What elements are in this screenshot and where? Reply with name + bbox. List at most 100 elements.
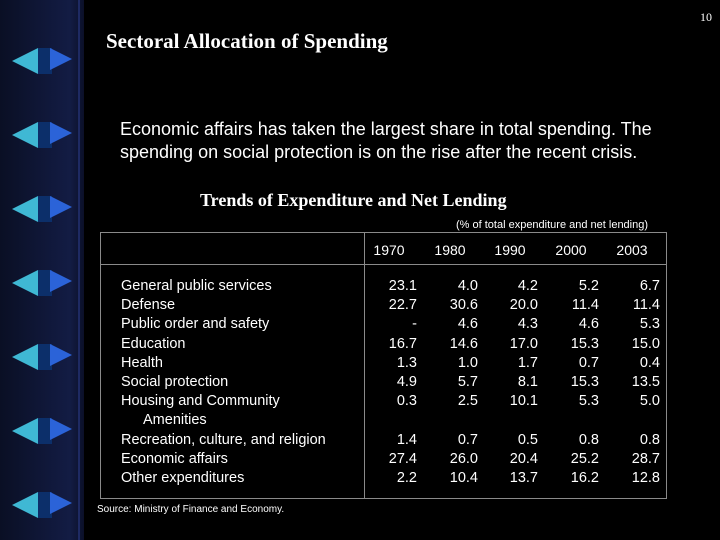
right-arrow-icon — [50, 48, 72, 70]
table-cell: 5.3 — [639, 316, 660, 333]
row-label: Social protection — [121, 374, 229, 391]
table-cell: 15.0 — [631, 335, 660, 352]
table-cell: 8.1 — [517, 373, 538, 390]
row-label: Public order and safety — [121, 316, 270, 333]
left-arrow-icon — [12, 492, 38, 518]
table-cell: 5.3 — [578, 393, 599, 410]
year-header: 1980 — [434, 242, 466, 258]
slide-title: Sectoral Allocation of Spending — [106, 29, 388, 53]
arrow-fill — [38, 418, 52, 444]
row-label: Housing and Community — [121, 393, 280, 410]
arrow-pair-icon — [10, 118, 80, 148]
table-cell: 4.0 — [457, 278, 478, 294]
table-cell: 6.7 — [639, 278, 660, 294]
table-cell: 27.4 — [388, 450, 417, 467]
arrow-pair-icon — [10, 414, 80, 444]
table-cell: 0.3 — [396, 393, 417, 410]
left-arrow-icon — [12, 196, 38, 222]
table-cell: 12.8 — [631, 469, 660, 486]
table-cell: 0.8 — [578, 431, 599, 448]
table-cell: 4.6 — [578, 316, 599, 333]
table-cell: 5.2 — [578, 278, 599, 294]
table-cell: 13.5 — [631, 373, 660, 390]
arrow-fill — [38, 48, 52, 74]
arrow-pair-icon — [10, 340, 80, 370]
table-cell: 1.3 — [396, 354, 417, 371]
row-labels: General public services Defense Public o… — [121, 277, 326, 488]
row-spacer — [616, 411, 660, 430]
table-cell: 1.0 — [457, 354, 478, 371]
right-arrow-icon — [50, 418, 72, 440]
left-arrow-icon — [12, 344, 38, 370]
row-label: Recreation, culture, and religion — [121, 431, 326, 448]
table-cell: 11.4 — [632, 297, 660, 314]
unit-note: (% of total expenditure and net lending) — [456, 219, 649, 231]
year-header: 1970 — [373, 242, 405, 258]
year-header: 2003 — [616, 242, 648, 258]
arrow-fill — [38, 196, 52, 222]
row-label: Health — [121, 354, 163, 371]
left-arrow-icon — [12, 418, 38, 444]
table-cell: 16.7 — [388, 335, 417, 352]
arrow-pair-icon — [10, 192, 80, 222]
table-cell: 0.8 — [639, 431, 660, 448]
row-spacer — [434, 411, 478, 430]
row-spacer — [373, 411, 417, 430]
table-cell: 22.7 — [388, 297, 417, 314]
table-cell: 26.0 — [449, 450, 478, 467]
table-cell: 28.7 — [631, 450, 660, 467]
right-arrow-icon — [50, 344, 72, 366]
arrow-fill — [38, 122, 52, 148]
row-label: Education — [121, 335, 186, 352]
table-cell: 15.3 — [570, 335, 599, 352]
left-arrow-icon — [12, 122, 38, 148]
table-cell: 4.2 — [517, 278, 538, 294]
right-arrow-icon — [50, 492, 72, 514]
table-cell: 10.4 — [449, 469, 478, 486]
year-header: 1990 — [494, 242, 526, 258]
arrow-fill — [38, 492, 52, 518]
table-cell: 1.7 — [517, 354, 538, 371]
value-column: 4.0 30.6 4.6 14.6 1.0 5.7 2.5 0.7 26.0 10.4 — [434, 277, 478, 488]
sidebar-divider — [78, 0, 80, 540]
page-number: 10 — [700, 10, 712, 24]
row-label: Economic affairs — [121, 450, 228, 467]
table-cell: 5.0 — [639, 393, 660, 410]
row-label: General public services — [121, 278, 272, 294]
table-cell: 0.7 — [457, 431, 478, 448]
row-label: Defense — [121, 297, 176, 314]
row-label-continuation: Amenities — [143, 412, 207, 429]
table-cell: 0.4 — [639, 354, 660, 371]
source-note: Source: Ministry of Finance and Economy. — [97, 504, 285, 515]
table-cell: 2.2 — [396, 469, 417, 486]
table-cell: 30.6 — [449, 297, 478, 314]
right-arrow-icon — [50, 196, 72, 218]
arrow-pair-icon — [10, 488, 80, 518]
table-cell: 13.7 — [509, 469, 538, 486]
right-arrow-icon — [50, 270, 72, 292]
arrow-fill — [38, 270, 52, 296]
table-cell: 17.0 — [509, 335, 538, 352]
right-arrow-icon — [50, 122, 72, 144]
table-cell: 0.7 — [578, 354, 599, 371]
table-cell: 0.5 — [517, 431, 538, 448]
table-cell: 4.3 — [517, 316, 538, 333]
arrow-pair-icon — [10, 44, 80, 74]
table-cell: 16.2 — [570, 469, 599, 486]
value-column: 4.2 20.0 4.3 17.0 1.7 8.1 10.1 0.5 20.4 13.7 — [494, 277, 538, 488]
value-column: 6.7 11.4 5.3 15.0 0.4 13.5 5.0 0.8 28.7 12.8 — [616, 277, 660, 488]
value-column: 5.2 11.4 4.6 15.3 0.7 15.3 5.3 0.8 25.2 16.2 — [555, 277, 599, 488]
table-cell: 2.5 — [457, 393, 478, 410]
table-cell: 14.6 — [449, 335, 478, 352]
arrow-pair-icon — [10, 266, 80, 296]
left-arrow-icon — [12, 270, 38, 296]
header-separator — [101, 264, 666, 265]
table-cell: - — [412, 316, 417, 333]
table-cell: 4.9 — [396, 373, 417, 390]
table-cell: 10.1 — [509, 393, 538, 410]
table-cell: 4.6 — [457, 316, 478, 333]
row-spacer — [494, 411, 538, 430]
label-column-divider — [364, 233, 365, 498]
table-title: Trends of Expenditure and Net Lending — [200, 190, 507, 210]
table-cell: 11.4 — [571, 297, 599, 314]
